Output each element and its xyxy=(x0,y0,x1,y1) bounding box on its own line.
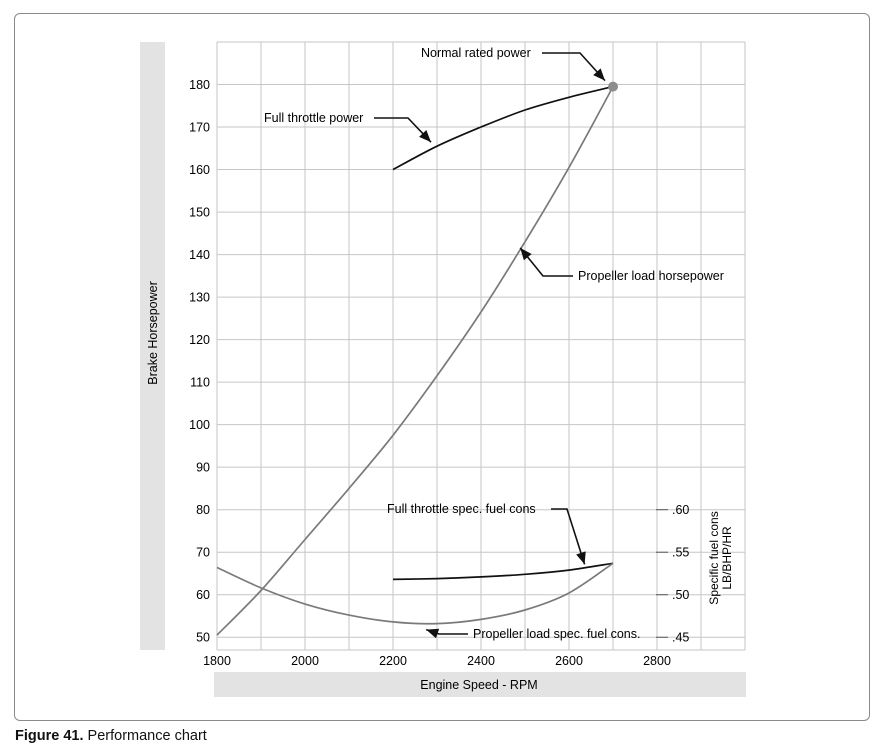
xlabel-band xyxy=(214,672,746,697)
right-tick-label: .50 xyxy=(672,588,689,602)
y-axis-title: Brake Horsepower xyxy=(146,281,160,385)
y-tick-label: 60 xyxy=(196,588,210,602)
annotations: Normal rated power Full throttle power Pro… xyxy=(264,46,724,641)
full-throttle-fuel-cons-line xyxy=(392,562,614,581)
full-throttle-power-callout-label: Full throttle power xyxy=(264,111,363,125)
x-tick-label: 2200 xyxy=(379,654,407,668)
y-tick-label: 90 xyxy=(196,461,210,475)
y-tick-label: 70 xyxy=(196,546,210,560)
full-throttle-fuel-cons-callout-arrowhead xyxy=(576,551,586,565)
y-tick-label: 170 xyxy=(189,121,210,135)
y-tick-label: 80 xyxy=(196,503,210,517)
y-tick-label: 110 xyxy=(190,376,210,390)
figure-caption: Figure 41. Performance chart xyxy=(15,728,207,744)
propeller-load-hp-callout-arrowhead xyxy=(520,247,532,261)
right-axis-title: Specific fuel consLB/BHP/HR xyxy=(707,511,734,604)
normal-rated-power-callout-leader xyxy=(542,52,606,82)
normal-rated-power-callout-arrowhead xyxy=(593,68,605,81)
propeller-load-fuel-cons-callout-arrowhead xyxy=(426,628,440,639)
full-throttle-fuel-cons-callout-label: Full throttle spec. fuel cons xyxy=(387,502,536,516)
right-tick-label: .45 xyxy=(672,631,689,645)
y-tick-label: 140 xyxy=(189,248,210,262)
grid xyxy=(216,41,746,651)
propeller-load-hp-callout-leader xyxy=(519,247,573,277)
propeller-load-horsepower-line xyxy=(216,86,614,636)
propeller-load-fuel-cons-callout-label: Propeller load spec. fuel cons. xyxy=(473,627,640,641)
full-throttle-power-callout-arrowhead xyxy=(419,130,431,143)
x-tick-label: 2000 xyxy=(291,654,319,668)
x-tick-label: 2800 xyxy=(643,654,671,668)
right-tick-label: .55 xyxy=(672,546,689,560)
x-tick-label: 2400 xyxy=(467,654,495,668)
axis-labels: 1800 2000 2200 2400 2600 2800 50 60 70 80 90 100 110… xyxy=(146,78,734,692)
full-throttle-power-line xyxy=(392,85,614,171)
full-throttle-fuel-cons-callout-leader xyxy=(551,508,586,565)
series-layer xyxy=(216,85,614,636)
normal-rated-power-callout-label: Normal rated power xyxy=(421,46,531,60)
right-axis-title-line: LB/BHP/HR xyxy=(720,526,734,590)
y-tick-label: 160 xyxy=(189,163,210,177)
markers xyxy=(608,81,618,92)
y-tick-label: 130 xyxy=(189,291,210,305)
y-tick-label: 120 xyxy=(189,333,210,347)
y-tick-label: 150 xyxy=(189,206,210,220)
y-tick-label: 50 xyxy=(196,631,210,645)
y-tick-label: 180 xyxy=(189,78,210,92)
figure-caption-text: Performance chart xyxy=(87,728,207,744)
propeller-load-fuel-cons-line xyxy=(216,562,614,625)
right-axis-title-line: Specific fuel cons xyxy=(707,511,721,604)
figure-number: Figure 41. xyxy=(15,728,84,744)
y-tick-label: 100 xyxy=(189,418,210,432)
ylabel-band xyxy=(140,42,165,650)
x-axis-title: Engine Speed - RPM xyxy=(420,678,537,692)
right-tick-label: .60 xyxy=(672,503,689,517)
x-tick-label: 2600 xyxy=(555,654,583,668)
normal-rated-power-point xyxy=(608,81,618,92)
full-throttle-power-callout-leader xyxy=(374,117,432,143)
figure-frame xyxy=(14,13,870,721)
x-tick-label: 1800 xyxy=(203,654,231,668)
propeller-load-hp-callout-label: Propeller load horsepower xyxy=(578,269,724,283)
